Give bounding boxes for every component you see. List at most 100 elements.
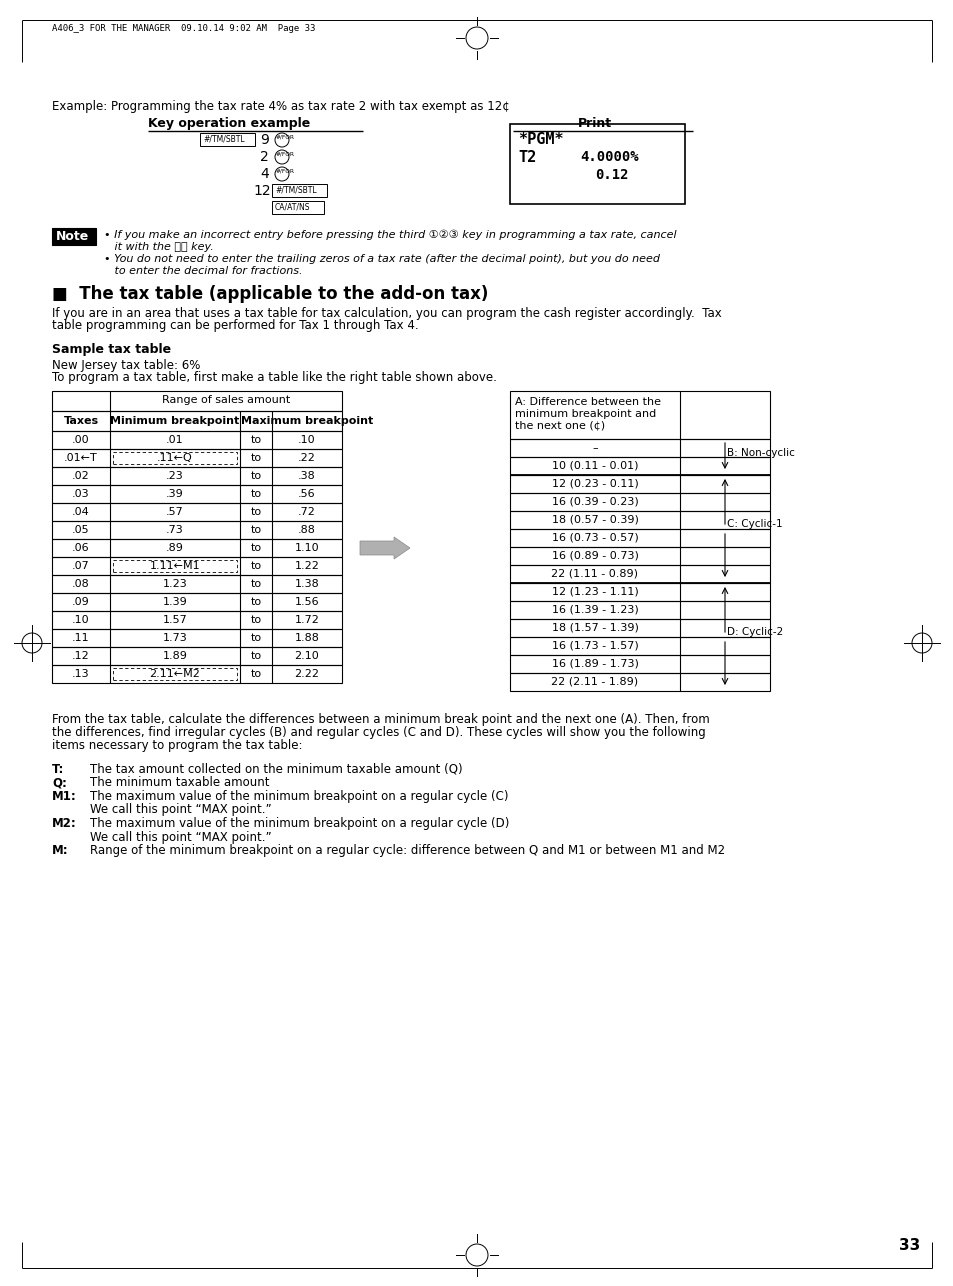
Text: it with the ⒸⓁ key.: it with the ⒸⓁ key. xyxy=(104,242,213,252)
Bar xyxy=(510,583,769,601)
Text: to: to xyxy=(251,489,261,499)
Text: .39: .39 xyxy=(166,489,184,499)
Text: .73: .73 xyxy=(166,525,184,535)
Text: to: to xyxy=(251,453,261,463)
Bar xyxy=(200,132,254,147)
Bar xyxy=(52,431,341,449)
Text: items necessary to program the tax table:: items necessary to program the tax table… xyxy=(52,739,302,752)
Bar xyxy=(510,123,684,204)
Text: .38: .38 xyxy=(297,471,315,481)
Text: We call this point “MAX point.”: We call this point “MAX point.” xyxy=(90,831,272,844)
Text: Maximum breakpoint: Maximum breakpoint xyxy=(240,415,373,426)
Text: to: to xyxy=(251,579,261,589)
Bar xyxy=(52,228,96,246)
Text: 16 (0.73 - 0.57): 16 (0.73 - 0.57) xyxy=(551,532,638,543)
Text: 4: 4 xyxy=(260,167,269,181)
Text: 16 (0.39 - 0.23): 16 (0.39 - 0.23) xyxy=(551,496,638,507)
Text: M1:: M1: xyxy=(52,790,76,802)
Text: The maximum value of the minimum breakpoint on a regular cycle (C): The maximum value of the minimum breakpo… xyxy=(90,790,508,802)
Text: Minimum breakpoint: Minimum breakpoint xyxy=(111,415,239,426)
Text: Sample tax table: Sample tax table xyxy=(52,343,171,356)
Text: 1.88: 1.88 xyxy=(294,633,319,643)
Text: .89: .89 xyxy=(166,543,184,553)
Text: .01←T: .01←T xyxy=(64,453,98,463)
Text: The maximum value of the minimum breakpoint on a regular cycle (D): The maximum value of the minimum breakpo… xyxy=(90,817,509,829)
Text: 16 (1.39 - 1.23): 16 (1.39 - 1.23) xyxy=(551,604,638,615)
Text: 12 (1.23 - 1.11): 12 (1.23 - 1.11) xyxy=(551,586,638,597)
Text: .08: .08 xyxy=(72,579,90,589)
Text: 2.10: 2.10 xyxy=(294,651,319,661)
Text: 10 (0.11 - 0.01): 10 (0.11 - 0.01) xyxy=(551,460,638,471)
Text: to: to xyxy=(251,435,261,445)
Text: .11: .11 xyxy=(72,633,90,643)
Bar xyxy=(52,539,341,557)
Text: #/TM/SBTL: #/TM/SBTL xyxy=(203,135,244,144)
Text: 22 (1.11 - 0.89): 22 (1.11 - 0.89) xyxy=(551,568,638,579)
Bar xyxy=(510,511,769,529)
Text: table programming can be performed for Tax 1 through Tax 4.: table programming can be performed for T… xyxy=(52,319,418,332)
Text: .07: .07 xyxy=(72,561,90,571)
Text: to: to xyxy=(251,471,261,481)
Bar xyxy=(510,619,769,637)
Text: M2:: M2: xyxy=(52,817,76,829)
Bar xyxy=(510,529,769,547)
Bar xyxy=(52,391,341,412)
Text: 1.56: 1.56 xyxy=(294,597,319,607)
Text: Taxes: Taxes xyxy=(63,415,98,426)
Text: The minimum taxable amount: The minimum taxable amount xyxy=(90,777,269,790)
Text: .23: .23 xyxy=(166,471,184,481)
Text: 1.89: 1.89 xyxy=(162,651,187,661)
Bar xyxy=(510,457,769,475)
Text: 1.23: 1.23 xyxy=(162,579,187,589)
Text: #/FOR: #/FOR xyxy=(275,152,294,157)
Bar xyxy=(112,451,236,464)
Text: 12: 12 xyxy=(253,184,271,198)
Bar xyxy=(510,655,769,673)
Bar xyxy=(510,391,769,439)
Text: to: to xyxy=(251,525,261,535)
Text: 2.11←M2: 2.11←M2 xyxy=(150,669,200,679)
Text: T2: T2 xyxy=(517,150,536,165)
Text: .02: .02 xyxy=(72,471,90,481)
Text: 1.22: 1.22 xyxy=(294,561,319,571)
Text: From the tax table, calculate the differences between a minimum break point and : From the tax table, calculate the differ… xyxy=(52,712,709,727)
Bar xyxy=(52,485,341,503)
Text: M:: M: xyxy=(52,844,69,856)
Text: 1.57: 1.57 xyxy=(162,615,187,625)
Text: 1.10: 1.10 xyxy=(294,543,319,553)
Bar xyxy=(510,673,769,691)
Text: 4.0000%: 4.0000% xyxy=(579,150,638,165)
Text: to enter the decimal for fractions.: to enter the decimal for fractions. xyxy=(104,266,302,276)
Text: Range of sales amount: Range of sales amount xyxy=(162,395,290,405)
Bar xyxy=(510,493,769,511)
Text: #/FOR: #/FOR xyxy=(275,135,294,139)
Text: 1.39: 1.39 xyxy=(162,597,187,607)
Bar xyxy=(52,647,341,665)
Bar xyxy=(52,467,341,485)
Bar xyxy=(510,637,769,655)
Text: Q:: Q: xyxy=(52,777,67,790)
Bar xyxy=(510,439,769,457)
Text: –: – xyxy=(592,442,598,453)
Text: 0.12: 0.12 xyxy=(595,168,628,183)
Text: If you are in an area that uses a tax table for tax calculation, you can program: If you are in an area that uses a tax ta… xyxy=(52,307,721,320)
Text: ■  The tax table (applicable to the add-on tax): ■ The tax table (applicable to the add-o… xyxy=(52,285,488,303)
Text: 16 (1.73 - 1.57): 16 (1.73 - 1.57) xyxy=(551,640,638,651)
Text: A: Difference between the
minimum breakpoint and
the next one (¢): A: Difference between the minimum breakp… xyxy=(515,397,660,431)
Text: C: Cyclic-1: C: Cyclic-1 xyxy=(726,520,781,529)
Text: New Jersey tax table: 6%: New Jersey tax table: 6% xyxy=(52,359,200,372)
Bar xyxy=(52,611,341,629)
Bar xyxy=(510,475,769,493)
Bar xyxy=(272,184,327,197)
Text: #/TM/SBTL: #/TM/SBTL xyxy=(274,185,316,194)
Bar xyxy=(52,503,341,521)
Text: B: Non-cyclic: B: Non-cyclic xyxy=(726,448,794,458)
Text: 1.38: 1.38 xyxy=(294,579,319,589)
Bar xyxy=(510,601,769,619)
Text: .72: .72 xyxy=(297,507,315,517)
Text: *PGM*: *PGM* xyxy=(517,132,563,147)
Bar xyxy=(52,521,341,539)
Text: .57: .57 xyxy=(166,507,184,517)
Text: We call this point “MAX point.”: We call this point “MAX point.” xyxy=(90,804,272,817)
Text: 2: 2 xyxy=(260,150,269,165)
